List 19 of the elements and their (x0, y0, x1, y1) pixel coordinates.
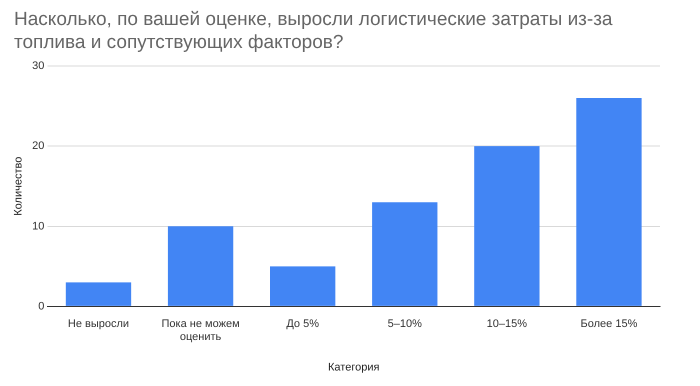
x-tick-label: 5–10% (388, 318, 422, 330)
bar (270, 266, 336, 306)
y-tick-label: 0 (38, 300, 44, 312)
bar (576, 98, 642, 306)
chart-title: Насколько, по вашей оценке, выросли логистические затраты из-за топлива и сопутствующих факторов? (14, 8, 614, 54)
bar (66, 282, 132, 306)
bar (372, 202, 438, 306)
bar (168, 226, 234, 306)
bar (474, 146, 540, 306)
y-tick-label: 30 (32, 60, 44, 72)
x-tick-label: Пока не можем оценить (162, 318, 240, 344)
x-tick-label: 10–15% (486, 318, 528, 330)
x-axis-title: Категория (328, 361, 380, 374)
x-tick-label: Не выросли (68, 318, 130, 330)
x-tick-label: До 5% (286, 318, 320, 330)
y-tick-label: 20 (32, 140, 44, 152)
x-tick-label: Более 15% (580, 318, 638, 330)
y-axis-title: Количество (12, 156, 25, 216)
y-tick-label: 10 (32, 220, 44, 232)
